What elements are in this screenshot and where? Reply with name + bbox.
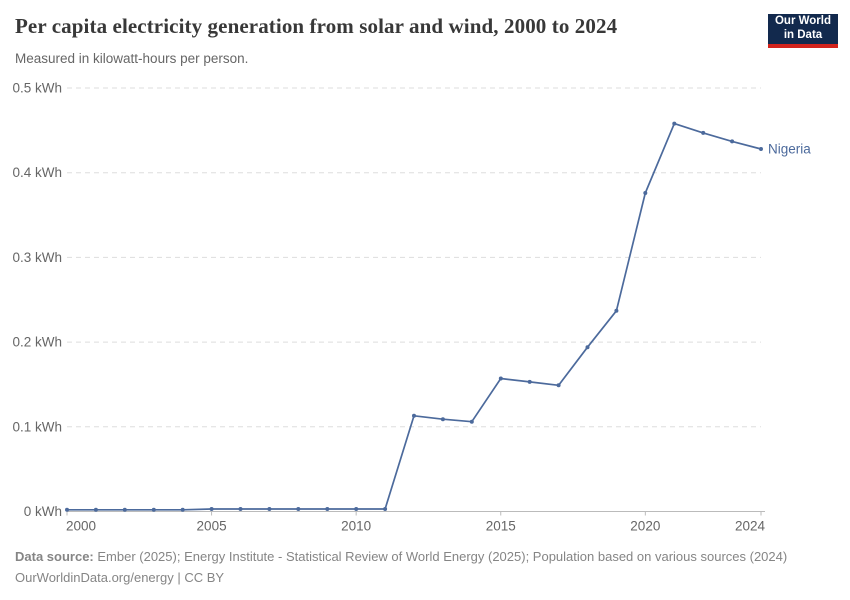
data-point[interactable] [585, 345, 590, 350]
data-point[interactable] [498, 376, 503, 381]
data-point[interactable] [383, 507, 388, 511]
data-point[interactable] [527, 379, 532, 384]
data-point[interactable] [672, 121, 677, 126]
data-point[interactable] [267, 507, 272, 511]
x-axis-tick-label: 2015 [486, 519, 516, 534]
data-point[interactable] [325, 507, 330, 511]
data-point[interactable] [151, 507, 156, 512]
x-axis-tick-label: 2000 [66, 519, 96, 534]
data-line[interactable] [66, 122, 762, 511]
owid-logo-line2: in Data [783, 29, 823, 41]
owid-logo[interactable]: Our World in Data [768, 14, 838, 48]
data-point[interactable] [209, 507, 214, 511]
data-point[interactable] [759, 147, 763, 151]
data-source-text: Ember (2025); Energy Institute - Statist… [93, 549, 788, 564]
y-axis-tick-label: 0.5 kWh [12, 81, 62, 96]
data-point[interactable] [412, 413, 416, 418]
data-point[interactable] [296, 507, 301, 511]
data-source-label: Data source: [15, 549, 94, 564]
data-point[interactable] [469, 419, 474, 424]
x-axis-tick-label: 2010 [341, 519, 371, 534]
chart-subtitle: Measured in kilowatt-hours per person. [15, 51, 249, 66]
data-point[interactable] [730, 139, 735, 144]
data-point[interactable] [701, 130, 706, 135]
data-point[interactable] [440, 417, 445, 422]
license-line: OurWorldinData.org/energy | CC BY [15, 570, 225, 586]
x-axis-tick-label: 2024 [735, 519, 766, 534]
page-title: Per capita electricity generation from s… [15, 14, 618, 38]
y-axis-tick-label: 0.3 kWh [12, 250, 62, 265]
series-label[interactable]: Nigeria [768, 141, 811, 156]
y-axis-tick-label: 0.2 kWh [12, 335, 62, 350]
data-point[interactable] [354, 507, 359, 511]
data-point[interactable] [93, 507, 98, 512]
data-source-line: Data source: Ember (2025); Energy Instit… [15, 546, 835, 567]
data-point[interactable] [122, 507, 127, 512]
data-point[interactable] [238, 507, 243, 511]
chart-footer: Data source: Ember (2025); Energy Instit… [15, 546, 835, 589]
y-axis-tick-label: 0 kWh [24, 504, 62, 519]
data-point[interactable] [65, 507, 69, 512]
y-axis-tick-label: 0.1 kWh [12, 419, 62, 434]
data-point[interactable] [614, 308, 619, 313]
y-axis-tick-label: 0.4 kWh [12, 165, 62, 180]
owid-logo-line1: Our World [774, 15, 831, 28]
x-axis-tick-label: 2005 [197, 519, 227, 534]
data-point[interactable] [556, 383, 561, 388]
data-point[interactable] [180, 507, 185, 512]
data-point[interactable] [643, 191, 648, 195]
x-axis-tick-label: 2020 [630, 519, 660, 534]
